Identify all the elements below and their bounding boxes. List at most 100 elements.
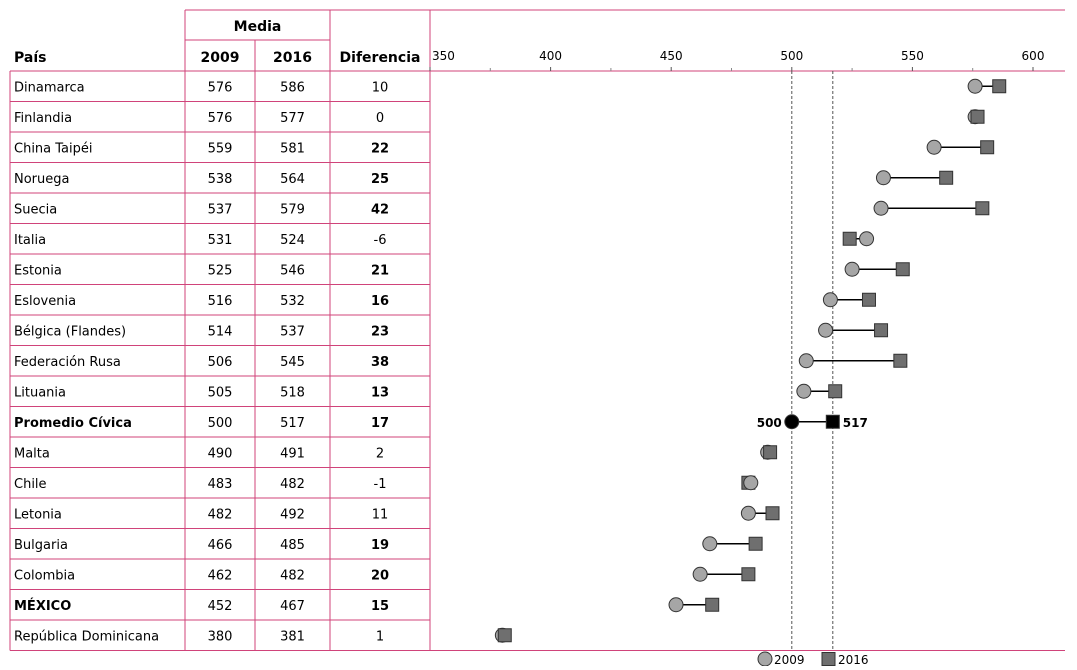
row-2009: 466: [208, 538, 233, 553]
marker-2009-circle: [926, 139, 942, 155]
x-tick-label: 500: [780, 49, 803, 63]
marker-2016-square: [497, 628, 512, 643]
row-diff: 21: [371, 263, 389, 278]
row-2009: 505: [208, 385, 233, 400]
col-header-diff: Diferencia: [340, 50, 421, 66]
row-2009: 531: [208, 233, 233, 248]
marker-2009-circle: [692, 566, 708, 582]
row-country: Noruega: [14, 172, 69, 187]
row-country: Bélgica (Flandes): [14, 324, 126, 339]
row-diff: 42: [371, 202, 389, 217]
x-tick-label: 600: [1022, 49, 1045, 63]
row-diff: 1: [376, 629, 384, 644]
marker-2016-square: [970, 109, 985, 124]
row-2009: 576: [208, 80, 233, 95]
row-country: Lituania: [14, 385, 66, 400]
marker-2009-circle: [668, 597, 684, 613]
marker-2016-square: [975, 201, 990, 216]
row-2009: 538: [208, 172, 233, 187]
row-2009: 514: [208, 324, 233, 339]
marker-2016-square: [992, 79, 1007, 94]
marker-2009-circle: [875, 170, 891, 186]
row-2016: 485: [280, 538, 305, 553]
row-2016: 586: [280, 80, 305, 95]
row-country: Dinamarca: [14, 80, 85, 95]
row-2016: 491: [280, 446, 305, 461]
row-country: China Taipéi: [14, 141, 93, 156]
marker-2016-square: [893, 353, 908, 368]
row-diff: 38: [371, 355, 389, 370]
row-2016: 381: [280, 629, 305, 644]
marker-2016-square: [939, 170, 954, 185]
row-2016: 492: [280, 507, 305, 522]
x-tick-label: 450: [660, 49, 683, 63]
row-2016: 517: [280, 416, 305, 431]
media-header: Media: [234, 19, 282, 35]
marker-2009-circle: [873, 200, 889, 216]
marker-2016-square: [748, 536, 763, 551]
marker-2016-square: [705, 597, 720, 612]
row-2016: 537: [280, 324, 305, 339]
row-2016: 524: [280, 233, 305, 248]
legend-2016-marker: [821, 652, 836, 666]
legend-2009-label: 2009: [774, 653, 805, 666]
legend-2016-label: 2016: [838, 653, 869, 666]
marker-2009-circle: [740, 505, 756, 521]
row-2009: 452: [208, 599, 233, 614]
col-header-country: País: [14, 50, 46, 66]
marker-2016-square: [874, 323, 889, 338]
row-diff: 2: [376, 446, 384, 461]
row-2009: 525: [208, 263, 233, 278]
marker-2009-circle: [818, 322, 834, 338]
row-diff: 13: [371, 385, 389, 400]
x-tick-label: 550: [901, 49, 924, 63]
row-2016: 564: [280, 172, 305, 187]
col-header-2009: 2009: [201, 50, 240, 66]
row-diff: 22: [371, 141, 389, 156]
row-diff: 11: [372, 507, 389, 522]
row-country: Malta: [14, 446, 50, 461]
marker-2009-circle: [822, 292, 838, 308]
marker-2016-square: [741, 567, 756, 582]
row-2009: 537: [208, 202, 233, 217]
row-2016: 518: [280, 385, 305, 400]
marker-2009-circle: [859, 231, 875, 247]
row-country: Promedio Cívica: [14, 416, 132, 431]
row-diff: 19: [371, 538, 389, 553]
row-country: República Dominicana: [14, 629, 159, 644]
x-tick-label: 350: [432, 49, 455, 63]
row-2016: 532: [280, 294, 305, 309]
row-diff: 10: [372, 80, 389, 95]
row-diff: 15: [371, 599, 389, 614]
marker-2009-circle: [702, 536, 718, 552]
row-2016: 482: [280, 477, 305, 492]
marker-2009-circle: [743, 475, 759, 491]
marker-2016-square: [980, 140, 995, 155]
marker-2016-square: [842, 231, 857, 246]
marker-2009-circle: [798, 353, 814, 369]
row-country: Finlandia: [14, 111, 72, 126]
row-2009: 500: [208, 416, 233, 431]
marker-2009-circle: [967, 78, 983, 94]
row-country: Chile: [14, 477, 47, 492]
row-2016: 546: [280, 263, 305, 278]
row-2016: 579: [280, 202, 305, 217]
row-diff: -6: [374, 233, 387, 248]
marker-2016-square: [895, 262, 910, 277]
row-2009: 559: [208, 141, 233, 156]
legend-2009-marker: [757, 651, 773, 667]
highlight-label-2009: 500: [757, 416, 782, 430]
row-country: Italia: [14, 233, 46, 248]
marker-2009-circle: [844, 261, 860, 277]
row-2016: 482: [280, 568, 305, 583]
row-diff: 16: [371, 294, 389, 309]
marker-2009-circle: [796, 383, 812, 399]
row-diff: 17: [371, 416, 389, 431]
marker-2016-square: [763, 445, 778, 460]
row-country: Colombia: [14, 568, 75, 583]
row-2016: 545: [280, 355, 305, 370]
row-country: Federación Rusa: [14, 355, 121, 370]
row-2016: 577: [280, 111, 305, 126]
